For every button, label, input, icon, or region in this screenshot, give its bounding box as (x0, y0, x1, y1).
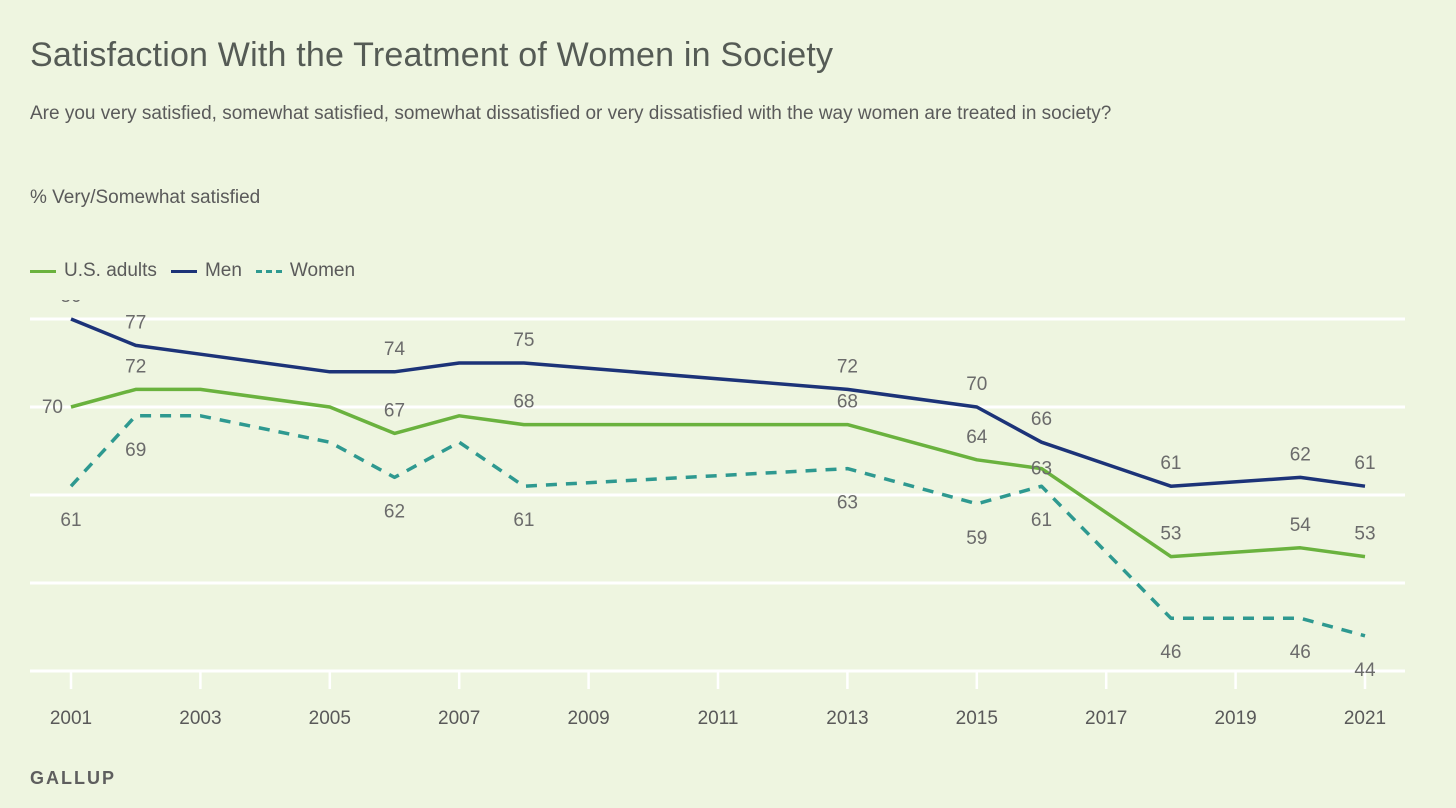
x-tick-label: 2017 (1085, 708, 1127, 729)
y-axis-label: % Very/Somewhat satisfied (30, 187, 261, 208)
chart-subtitle: Are you very satisfied, somewhat satisfi… (30, 103, 1112, 124)
legend-item-us-adults: U.S. adults (30, 260, 157, 282)
data-label-women: 59 (966, 528, 987, 549)
x-tick-label: 2007 (438, 708, 480, 729)
data-label-women: 63 (837, 493, 858, 514)
legend-label-men: Men (204, 260, 242, 281)
data-label-women: 46 (1160, 642, 1181, 663)
data-label-men: 66 (1031, 409, 1052, 430)
data-label-u-s-adults: 68 (837, 392, 858, 413)
data-label-men: 80 (60, 300, 81, 307)
data-label-u-s-adults: 70 (42, 397, 63, 418)
data-label-men: 62 (1290, 444, 1311, 465)
legend-swatch-men (170, 269, 197, 273)
data-label-u-s-adults: 54 (1290, 515, 1312, 536)
legend-item-women: Women (255, 260, 356, 282)
x-tick-label: 2003 (179, 708, 221, 729)
data-label-women: 46 (1290, 642, 1311, 663)
x-tick-label: 2009 (567, 708, 609, 729)
data-label-u-s-adults: 53 (1354, 524, 1375, 545)
x-tick-label: 2015 (956, 708, 998, 729)
data-label-women: 62 (384, 501, 405, 522)
chart-title: Satisfaction With the Treatment of Women… (30, 36, 834, 74)
data-label-u-s-adults: 64 (966, 427, 988, 448)
data-label-men: 72 (837, 356, 858, 377)
data-label-men: 74 (384, 339, 406, 360)
x-tick-label: 2001 (50, 708, 92, 729)
data-label-men: 70 (966, 374, 987, 395)
x-tick-label: 2011 (698, 708, 739, 729)
legend-swatch-us-adults (30, 269, 56, 273)
x-tick-label: 2005 (309, 708, 351, 729)
source-label: GALLUP (30, 768, 116, 788)
legend-label-women: Women (289, 260, 356, 281)
data-label-u-s-adults: 68 (513, 392, 534, 413)
series-line-u-s-adults (70, 387, 1366, 559)
data-label-women: 61 (1031, 510, 1052, 531)
x-tick-label: 2021 (1344, 708, 1386, 729)
legend: U.S. adults Men Women (30, 258, 369, 284)
legend-item-men: Men (170, 260, 242, 282)
data-label-women: 44 (1354, 660, 1376, 681)
data-label-u-s-adults: 72 (125, 356, 146, 377)
x-tick-label: 2019 (1214, 708, 1256, 729)
line-chart: 2001 2003 2005 2007 2009 2011 2013 2015 2017 2019… (30, 300, 1405, 729)
data-label-men: 75 (513, 330, 534, 351)
legend-swatch-women (255, 269, 282, 273)
data-label-u-s-adults: 63 (1031, 459, 1052, 480)
data-label-women: 69 (125, 440, 146, 461)
series-line-men (70, 317, 1366, 488)
legend-label-us-adults: U.S. adults (64, 260, 157, 281)
data-label-women: 61 (513, 510, 534, 531)
data-label-men: 61 (1160, 453, 1181, 474)
data-label-women: 61 (60, 510, 81, 531)
x-tick-label: 2013 (826, 708, 868, 729)
data-label-men: 77 (125, 312, 146, 333)
data-label-u-s-adults: 67 (384, 400, 405, 421)
data-label-u-s-adults: 53 (1160, 524, 1181, 545)
series-line-women (69, 414, 1366, 638)
data-label-men: 61 (1354, 453, 1375, 474)
